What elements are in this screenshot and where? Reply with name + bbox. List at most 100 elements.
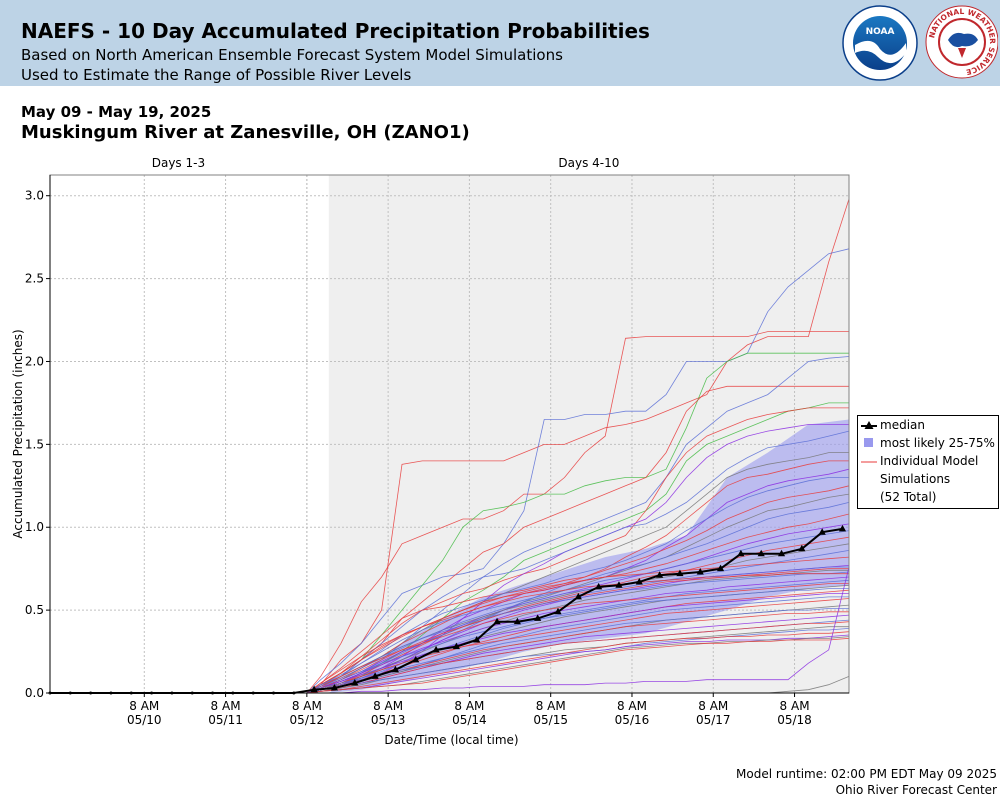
chart-legend: median most likely 25-75% Individual Mod… — [857, 415, 999, 509]
model-simulation-line — [306, 248, 850, 694]
model-simulation-line — [306, 493, 850, 694]
x-tick-date: 05/15 — [533, 713, 568, 727]
x-tick-date: 05/10 — [127, 713, 162, 727]
median-point — [554, 607, 562, 615]
median-point — [534, 614, 542, 621]
nws-logo: NATIONAL WEATHER SERVICE — [925, 5, 998, 79]
location-title: Muskingum River at Zanesville, OH (ZANO1… — [21, 122, 470, 143]
model-simulation-line — [306, 407, 849, 694]
y-tick-label: 3.0 — [25, 189, 44, 203]
model-simulation-line — [306, 566, 850, 694]
median-point — [757, 549, 765, 557]
x-tick-time: 8 AM — [780, 699, 810, 713]
x-tick-time: 8 AM — [292, 699, 322, 713]
model-simulation-line — [306, 573, 849, 694]
median-point — [676, 569, 684, 577]
page-subtitle-1: Based on North American Ensemble Forecas… — [21, 46, 563, 64]
median-point — [798, 544, 806, 552]
legend-median-label: median — [880, 418, 925, 432]
median-point — [696, 567, 704, 575]
median-point — [412, 655, 420, 663]
x-tick-date: 05/12 — [290, 713, 325, 727]
x-tick-date: 05/16 — [615, 713, 650, 727]
x-tick-time: 8 AM — [129, 699, 159, 713]
model-simulation-line — [306, 331, 849, 694]
model-simulation-line — [306, 352, 849, 694]
model-simulation-line — [306, 566, 849, 694]
y-tick-label: 2.0 — [25, 354, 44, 368]
median-point — [371, 672, 379, 679]
legend-band-swatch — [864, 438, 873, 447]
header-banner: NAEFS - 10 Day Accumulated Precipitation… — [0, 0, 1000, 86]
model-simulation-line — [306, 513, 850, 694]
legend-median-marker — [864, 421, 874, 429]
noaa-logo: NOAA — [842, 5, 918, 81]
model-simulation-line — [306, 550, 850, 694]
x-tick-time: 8 AM — [373, 699, 403, 713]
model-simulation-line — [306, 588, 849, 694]
model-simulation-line — [306, 569, 849, 694]
model-simulation-line — [306, 583, 849, 694]
model-simulation-line — [306, 556, 850, 694]
model-simulation-line — [306, 576, 850, 694]
model-simulation-line — [306, 631, 850, 694]
forecast-center: Ohio River Forecast Center — [835, 783, 997, 797]
y-tick-label: 2.5 — [25, 272, 44, 286]
noaa-logo-text: NOAA — [866, 27, 895, 37]
model-simulation-line — [306, 523, 850, 694]
median-point — [716, 564, 725, 572]
x-tick-time: 8 AM — [617, 699, 647, 713]
x-tick-time: 8 AM — [211, 699, 241, 713]
median-point — [432, 645, 440, 653]
x-tick-date: 05/11 — [208, 713, 243, 727]
median-point — [777, 549, 786, 557]
median-point — [330, 684, 339, 691]
page-subtitle-2: Used to Estimate the Range of Possible R… — [21, 66, 412, 84]
median-point — [473, 635, 481, 643]
median-point — [391, 665, 400, 673]
legend-swatches — [861, 421, 877, 463]
y-tick-label: 0.5 — [25, 603, 44, 617]
x-tick-date: 05/13 — [371, 713, 406, 727]
x-axis-label: Date/Time (local time) — [384, 733, 518, 747]
page-title: NAEFS - 10 Day Accumulated Precipitation… — [21, 19, 650, 43]
region-label-2: Days 4-10 — [558, 156, 619, 170]
region-label-1: Days 1-3 — [152, 156, 205, 170]
median-point — [310, 685, 318, 693]
model-simulation-line — [306, 430, 850, 694]
model-simulation-line — [306, 485, 850, 694]
y-axis-label: Accumulated Precipitation (inches) — [11, 329, 25, 538]
median-point — [635, 577, 643, 585]
model-simulation-line — [306, 530, 850, 694]
x-tick-date: 05/17 — [696, 713, 731, 727]
y-tick-label: 0.0 — [25, 686, 44, 700]
model-simulation-line — [306, 568, 849, 694]
y-tick-label: 1.0 — [25, 520, 44, 534]
median-point — [574, 592, 582, 600]
model-simulation-line — [306, 385, 849, 694]
median-point — [595, 582, 603, 590]
x-tick-time: 8 AM — [536, 699, 566, 713]
median-point — [493, 617, 501, 625]
y-tick-label: 1.5 — [25, 437, 44, 451]
median-point — [656, 571, 664, 578]
model-simulation-line — [306, 198, 850, 694]
legend-band-label: most likely 25-75% — [880, 436, 995, 450]
x-tick-date: 05/14 — [452, 713, 487, 727]
median-point — [615, 581, 623, 588]
model-simulation-line — [306, 593, 849, 694]
model-simulation-line — [306, 634, 850, 694]
legend-individual-label-3: (52 Total) — [880, 490, 937, 504]
x-tick-time: 8 AM — [454, 699, 484, 713]
median-point — [818, 528, 826, 535]
model-simulation-line — [306, 628, 850, 694]
legend-individual-label-1: Individual Model — [880, 454, 979, 468]
median-point — [513, 617, 521, 625]
median-point — [351, 679, 359, 686]
x-tick-date: 05/18 — [777, 713, 812, 727]
model-simulation-line — [306, 579, 850, 694]
model-simulation-line — [306, 598, 850, 694]
model-simulation-line — [306, 460, 849, 694]
median-point — [452, 642, 461, 650]
